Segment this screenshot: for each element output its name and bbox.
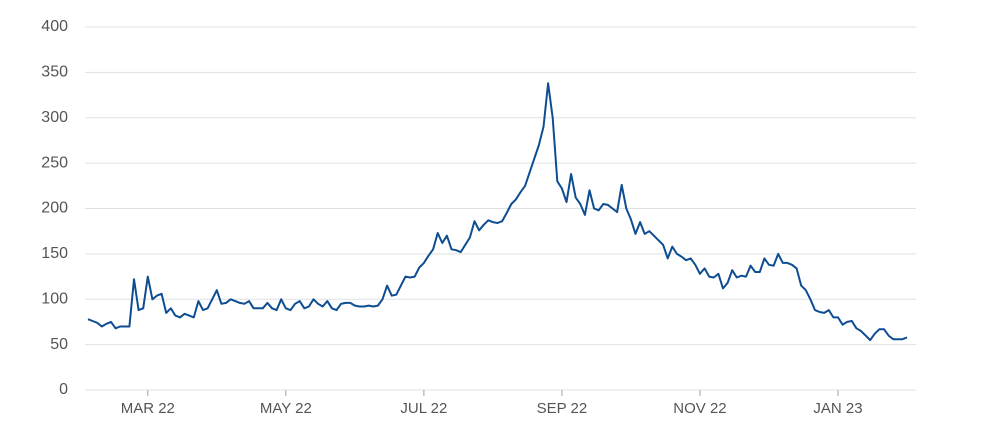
line: [87, 82, 908, 342]
y-tick-label: 400: [41, 18, 68, 35]
y-tick-label: 50: [50, 336, 68, 353]
y-tick-label: 250: [41, 154, 68, 171]
y-tick-label: 200: [41, 200, 68, 217]
x-tick-label: MAY 22: [260, 400, 312, 417]
y-tick-label: 150: [41, 245, 68, 262]
x-tick-label: JAN 23: [813, 400, 862, 417]
y-tick-label: 100: [41, 290, 68, 307]
y-tick-label: 0: [59, 381, 68, 398]
x-tick-label: JUL 22: [400, 400, 447, 417]
x-tick-label: SEP 22: [537, 400, 588, 417]
y-tick-label: 350: [41, 64, 68, 81]
x-tick-label: MAR 22: [121, 400, 175, 417]
y-tick-label: 300: [41, 109, 68, 126]
x-tick-label: NOV 22: [673, 400, 726, 417]
